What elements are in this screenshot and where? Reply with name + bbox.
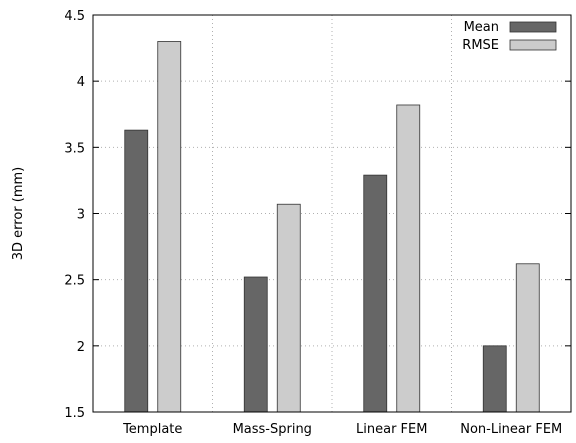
y-ticks: 1.5 2 2.5 3 3.5 4 4.5 (64, 9, 571, 421)
y-axis-label: 3D error (mm) (11, 167, 26, 261)
y-tick-label: 3.5 (64, 141, 85, 156)
bar-rmse-template (157, 41, 182, 413)
legend-swatch (509, 39, 557, 51)
y-tick-label: 2.5 (64, 274, 85, 289)
x-tick-label: Non-Linear FEM (460, 422, 562, 437)
bar-rmse-linear-fem (396, 104, 421, 413)
bar-mean-non-linear-fem (482, 345, 507, 413)
bar-mean-linear-fem (363, 174, 388, 413)
y-tick-label: 3 (77, 208, 85, 223)
legend-label: Mean (464, 20, 499, 35)
x-tick-label: Template (122, 422, 182, 437)
y-tick-label: 1.5 (64, 406, 85, 421)
bar-rmse-non-linear-fem (515, 263, 540, 413)
y-tick-label: 4.5 (64, 9, 85, 24)
x-tick-label: Linear FEM (356, 422, 427, 437)
legend: Mean RMSE (462, 20, 557, 53)
bars (124, 41, 540, 413)
x-tick-label: Mass-Spring (233, 422, 312, 437)
bar-mean-template (124, 129, 149, 413)
y-tick-label: 4 (77, 75, 85, 90)
x-tick-labels: Template Mass-Spring Linear FEM Non-Linear … (122, 422, 562, 437)
legend-label: RMSE (462, 38, 499, 53)
y-tick-label: 2 (77, 340, 85, 355)
bar-mean-mass-spring (243, 276, 268, 413)
bar-rmse-mass-spring (276, 203, 301, 413)
legend-swatch (509, 21, 557, 33)
